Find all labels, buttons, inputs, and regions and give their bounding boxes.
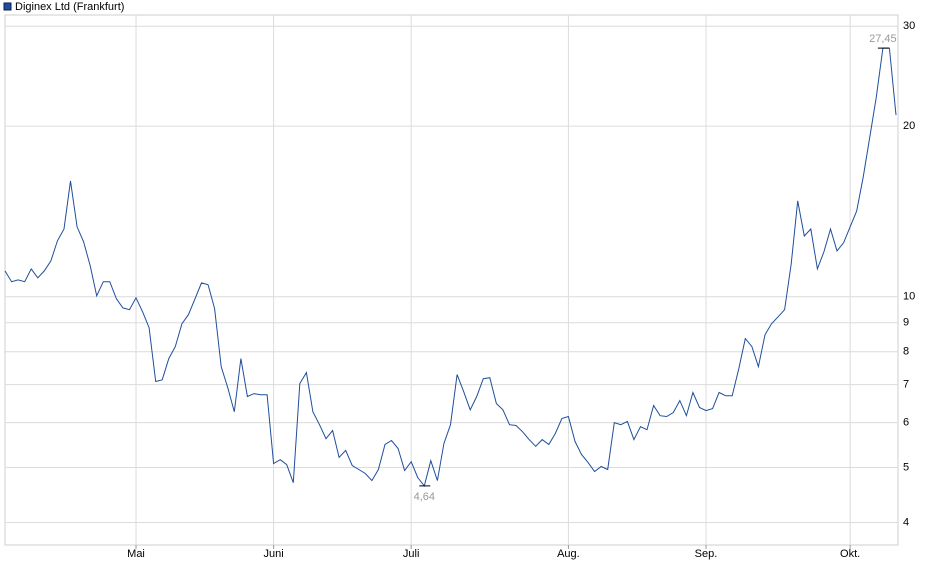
legend-swatch xyxy=(3,2,12,11)
x-tick-label: Juli xyxy=(403,548,420,560)
y-tick-label: 20 xyxy=(903,120,915,132)
y-tick-label: 5 xyxy=(903,461,909,473)
y-tick-label: 30 xyxy=(903,20,915,32)
y-tick-label: 10 xyxy=(903,291,915,303)
y-tick-label: 6 xyxy=(903,417,909,429)
y-tick-label: 4 xyxy=(903,516,909,528)
x-tick-label: Okt. xyxy=(840,548,860,560)
y-tick-label: 9 xyxy=(903,317,909,329)
price-line xyxy=(4,47,897,488)
value-label: 4,64 xyxy=(414,491,435,503)
legend-label: Diginex Ltd (Frankfurt) xyxy=(15,1,124,13)
y-tick-label: 7 xyxy=(903,379,909,391)
y-tick-label: 8 xyxy=(903,346,909,358)
plot-frame xyxy=(4,14,899,546)
x-tick-label: Mai xyxy=(127,548,145,560)
x-tick-label: Sep. xyxy=(695,548,718,560)
x-tick-label: Aug. xyxy=(557,548,580,560)
x-tick-label: Juni xyxy=(264,548,284,560)
value-label: 27,45 xyxy=(869,33,897,45)
